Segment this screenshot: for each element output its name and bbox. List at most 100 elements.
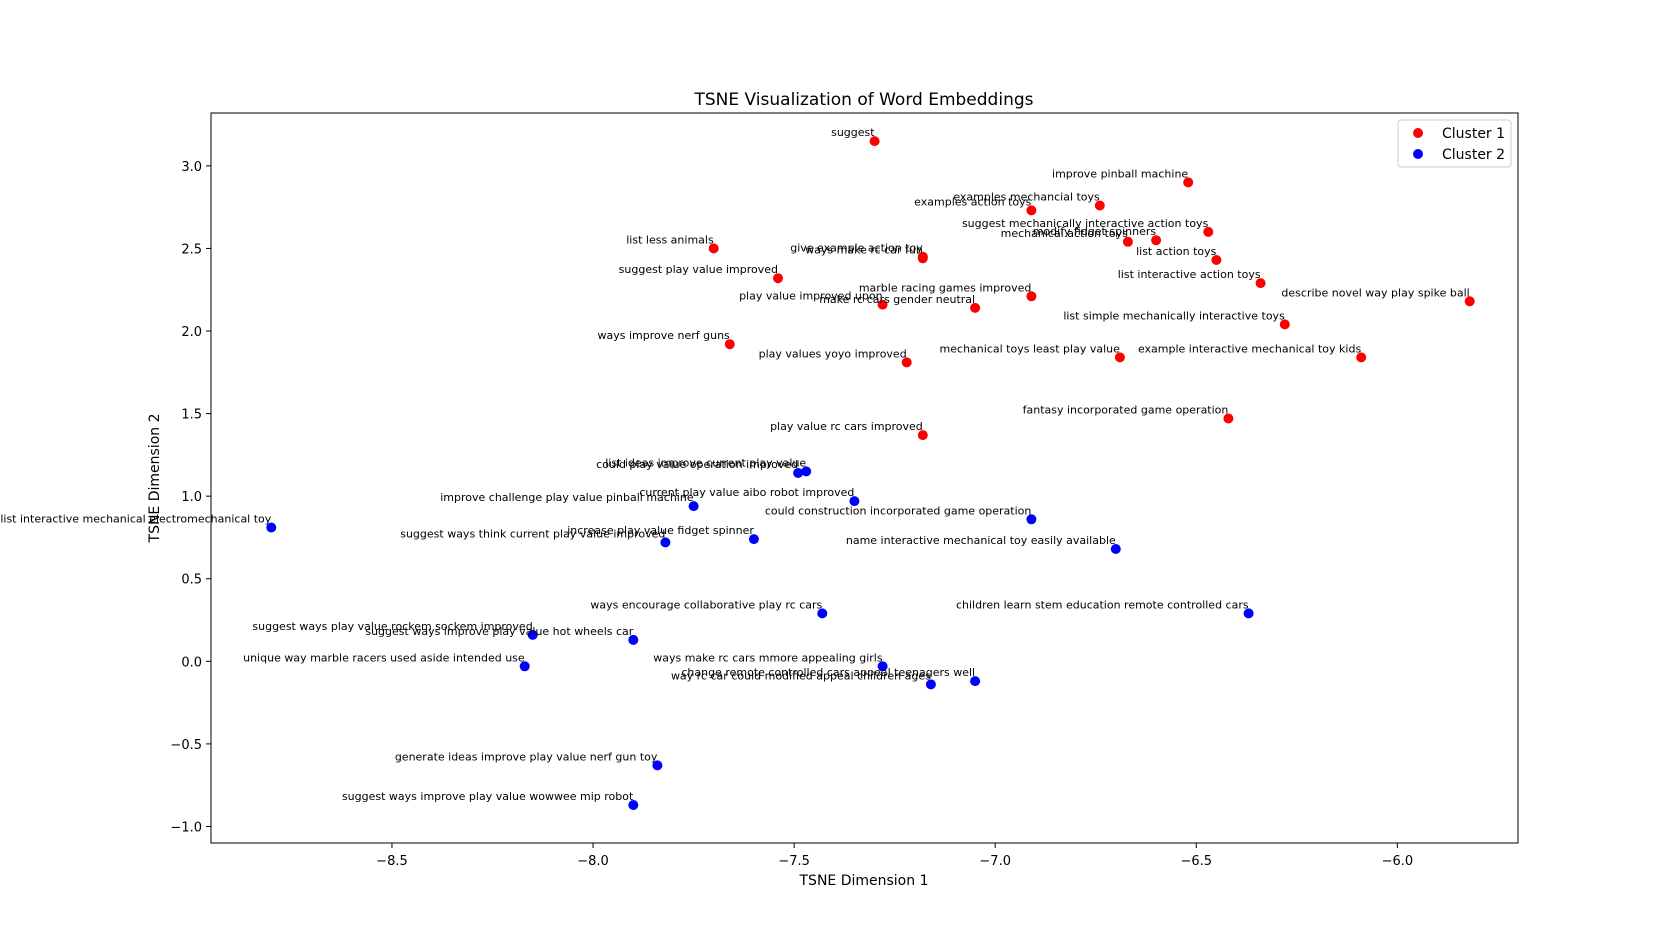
y-tick-label: −0.5 [170,738,202,753]
point-label: children learn stem education remote con… [956,598,1249,611]
data-point [660,537,671,548]
point-label: could construction incorporated game ope… [765,504,1032,517]
point-label: suggest ways improve play value hot whee… [365,625,633,638]
point-label: play value rc cars improved [770,420,923,433]
plot-points: suggest improve pinball machine examples m… [0,126,1475,810]
data-point [1279,319,1290,330]
legend-marker-cluster-2 [1413,149,1423,159]
data-point [1122,236,1133,247]
data-point [652,760,663,771]
point-label: change remote controlled cars appeal tee… [681,666,975,679]
data-point [1114,352,1125,363]
data-point [708,243,719,254]
y-tick-label: 1.0 [181,490,202,505]
data-point [1255,278,1266,289]
point-label: current play value aibo robot improved [639,486,854,499]
data-point [1203,226,1214,237]
data-point [970,676,981,687]
point-label: example interactive mechanical toy kids [1138,342,1361,355]
point-label: generate ideas improve play value nerf g… [395,750,658,763]
data-point [1026,291,1037,302]
point-label: list interactive mechanical electromecha… [0,513,271,526]
data-point [1356,352,1367,363]
point-label: ways make rc car fun [805,243,923,256]
data-point [1464,296,1475,307]
data-point [1183,177,1194,188]
legend: Cluster 1 Cluster 2 [1397,119,1512,168]
point-label: list simple mechanically interactive toy… [1063,309,1285,322]
point-label: suggest play value improved [619,263,778,276]
point-label: improve challenge play value pinball mac… [440,491,694,504]
data-point [917,430,928,441]
point-label: give example action toy [790,242,923,255]
data-point [1026,205,1037,216]
data-point [1110,544,1121,554]
data-point [801,466,812,477]
data-point [869,136,880,147]
point-label: marble racing games improved [859,281,1032,294]
point-label: ways encourage collaborative play rc car… [590,598,822,611]
point-label: ways improve nerf guns [597,329,730,342]
point-label: mechanical toys least play value [940,342,1121,355]
y-axis: −1.0 −0.5 0.0 0.5 1.0 1.5 2.0 2.5 3.0 [170,160,211,835]
data-point [628,800,639,810]
x-axis-title: TSNE Dimension 1 [799,873,929,889]
data-point [266,522,277,533]
point-label: suggest ways think current play value im… [400,527,665,540]
data-point [877,299,888,310]
point-label: improve pinball machine [1052,167,1188,180]
legend-label-cluster-2: Cluster 2 [1442,147,1505,163]
point-label: list action toys [1136,245,1217,258]
point-label: way rc car could modified appeal childre… [671,669,931,682]
x-tick-label: −7.5 [778,854,810,869]
point-label: fantasy incorporated game operation [1023,404,1229,417]
point-label: could play value operation improved [596,458,798,471]
data-point [1094,200,1105,211]
data-point [773,273,783,284]
data-point [970,302,981,313]
data-point [1026,514,1037,525]
point-label: mechanical action toys [1001,227,1129,240]
y-tick-label: 1.5 [181,408,202,423]
x-tick-label: −6.5 [1180,854,1212,869]
x-tick-label: −8.0 [577,854,609,869]
point-label: name interactive mechanical toy easily a… [846,534,1116,547]
point-label: unique way marble racers used aside inte… [243,651,525,664]
point-label: describe novel way play spike ball [1281,286,1469,299]
legend-label-cluster-1: Cluster 1 [1442,126,1505,142]
point-label: suggest ways improve play value wowwee m… [342,790,634,803]
data-point [877,661,888,672]
point-label: examples action toys [914,195,1031,208]
plot-area-frame [210,112,1519,844]
legend-box [1397,119,1512,168]
data-point [519,661,530,672]
y-tick-label: 2.0 [181,325,202,340]
point-label: list less animals [626,233,714,246]
data-point [748,534,759,545]
point-label: play values yoyo improved [759,347,907,360]
y-tick-label: 0.0 [181,655,202,670]
point-label: suggest mechanically interactive action … [962,217,1209,230]
point-label: suggest [831,126,875,139]
data-point [527,629,538,640]
point-label: suggest ways play value rockem sockem im… [252,620,532,633]
x-tick-label: −6.0 [1382,854,1414,869]
data-point [925,679,936,690]
data-point [724,339,735,350]
data-point [849,496,860,507]
data-point [1211,255,1222,265]
point-label: list ideas improve current play value [605,456,806,469]
data-point [1151,235,1162,246]
point-label: make rc cars gender neutral [819,293,975,306]
data-point [1223,413,1234,424]
point-label: examples mechancial toys [953,191,1100,204]
data-point [1243,608,1254,619]
y-axis-title: TSNE Dimension 2 [147,414,163,544]
point-label: increase play value fidget spinner [567,524,754,537]
x-axis: −8.5 −8.0 −7.5 −7.0 −6.5 −6.0 [376,843,1413,869]
point-label: ways make rc cars mmore appealing girls [653,651,883,664]
data-point [901,357,912,368]
x-tick-label: −7.0 [979,854,1011,869]
data-point [688,501,699,512]
point-label: play value improved upon [739,290,883,303]
